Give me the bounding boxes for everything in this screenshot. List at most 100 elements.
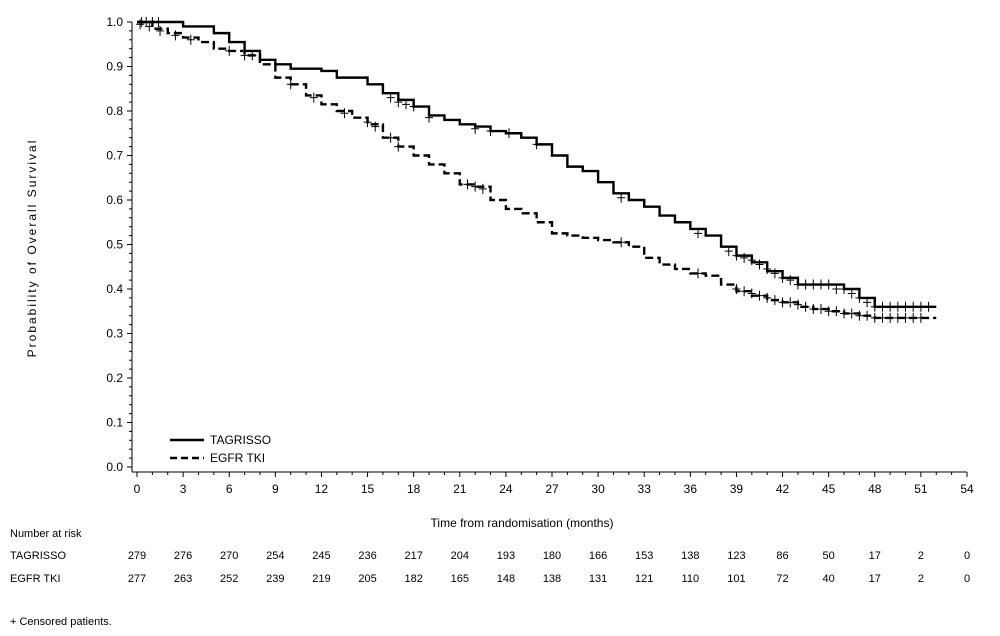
risk-value: 123 [727, 550, 745, 562]
risk-row-label-egfr-tki: EGFR TKI [10, 573, 61, 585]
censor-mark [136, 19, 145, 30]
series-tagrisso [137, 17, 937, 312]
x-tick-label: 33 [638, 482, 652, 496]
censor-mark [478, 183, 487, 194]
y-tick-label: 0.8 [106, 104, 123, 118]
risk-value: 166 [589, 550, 607, 562]
risk-value: 165 [451, 573, 469, 585]
censor-mark [824, 279, 833, 290]
censor-mark [763, 292, 772, 303]
x-tick-label: 48 [868, 482, 882, 496]
censor-mark [471, 123, 480, 134]
risk-value: 236 [358, 550, 376, 562]
x-axis-label: Time from randomisation (months) [431, 516, 614, 530]
x-tick-label: 15 [361, 482, 375, 496]
censor-mark [409, 101, 418, 112]
censor-mark [171, 30, 180, 41]
censor-mark [863, 297, 872, 308]
censor-mark [770, 268, 779, 279]
x-axis-ticks: 0 3 6 9 12 15 18 21 24 27 30 33 36 39 42 45 48 51 54 [134, 472, 974, 496]
risk-value: 270 [220, 550, 238, 562]
chart-axes [131, 22, 967, 473]
x-tick-label: 3 [180, 482, 187, 496]
x-tick-label: 45 [822, 482, 836, 496]
censor-mark [225, 45, 234, 56]
censor-mark [893, 301, 902, 312]
y-tick-label: 0.1 [106, 416, 123, 430]
censor-mark [732, 284, 741, 294]
censor-mark [463, 179, 472, 190]
risk-value: 86 [776, 550, 788, 562]
censor-mark [916, 312, 925, 323]
risk-value: 17 [869, 550, 881, 562]
risk-value: 0 [964, 550, 970, 562]
censor-mark [809, 304, 818, 315]
risk-value: 182 [404, 573, 422, 585]
risk-value: 121 [635, 573, 653, 585]
y-tick-label: 0.6 [106, 193, 123, 207]
series-layer [136, 17, 937, 323]
risk-value: 40 [823, 573, 835, 585]
censor-mark [855, 292, 864, 303]
censor-mark [740, 286, 749, 297]
footnote: + Censored patients. [10, 616, 112, 628]
y-tick-label: 0.4 [106, 282, 123, 296]
censor-mark [801, 279, 810, 290]
censor-mark [816, 279, 825, 290]
censor-mark [863, 310, 872, 321]
censor-mark [740, 252, 749, 263]
censor-mark [156, 25, 165, 36]
y-tick-label: 1.0 [106, 15, 123, 29]
censor-mark [394, 97, 403, 108]
censor-mark [840, 284, 849, 294]
censor-mark [186, 34, 195, 45]
x-tick-label: 18 [407, 482, 421, 496]
legend-label-egfr-tki: EGFR TKI [210, 451, 265, 465]
censor-mark [617, 192, 626, 203]
censor-mark [786, 275, 795, 286]
risk-value: 204 [451, 550, 469, 562]
censor-mark [855, 310, 864, 321]
risk-value: 205 [358, 573, 376, 585]
censor-mark [747, 255, 756, 266]
number-at-risk-table: Number at risk TAGRISSO EGFR TKI 279 276 2… [10, 528, 970, 585]
censor-mark [724, 246, 733, 257]
censor-mark [154, 17, 163, 27]
censor-mark [755, 259, 764, 270]
censor-mark [145, 21, 154, 32]
y-tick-label: 0.0 [106, 460, 123, 474]
risk-value: 153 [635, 550, 653, 562]
censor-mark [878, 301, 887, 312]
risk-value: 0 [964, 573, 970, 585]
risk-value: 2 [918, 550, 924, 562]
censor-mark [371, 121, 380, 132]
censor-mark [747, 288, 756, 299]
x-tick-label: 0 [134, 482, 141, 496]
censor-mark [824, 306, 833, 317]
risk-value: 217 [404, 550, 422, 562]
censor-mark [248, 50, 257, 61]
censor-mark [878, 312, 887, 323]
censor-mark [763, 263, 772, 274]
risk-value: 180 [543, 550, 561, 562]
censor-mark [801, 301, 810, 312]
x-tick-label: 51 [914, 482, 928, 496]
censor-mark [401, 99, 410, 110]
risk-value: 17 [869, 573, 881, 585]
censor-mark [901, 301, 910, 312]
risk-value: 50 [823, 550, 835, 562]
censor-mark [363, 117, 372, 128]
risk-value: 219 [312, 573, 330, 585]
censor-mark [755, 290, 764, 301]
y-axis-label: Probability of Overall Survival [25, 139, 39, 358]
y-tick-label: 0.5 [106, 238, 123, 252]
risk-table-values: 279 276 270 254 245 236 217 204 193 180 166 153 138 1… [128, 550, 970, 585]
censor-mark [504, 128, 513, 139]
censor-mark [832, 306, 841, 317]
risk-value: 138 [681, 550, 699, 562]
x-tick-label: 36 [684, 482, 698, 496]
censor-mark [425, 112, 434, 123]
censor-mark [778, 272, 787, 283]
risk-value: 110 [682, 573, 700, 585]
